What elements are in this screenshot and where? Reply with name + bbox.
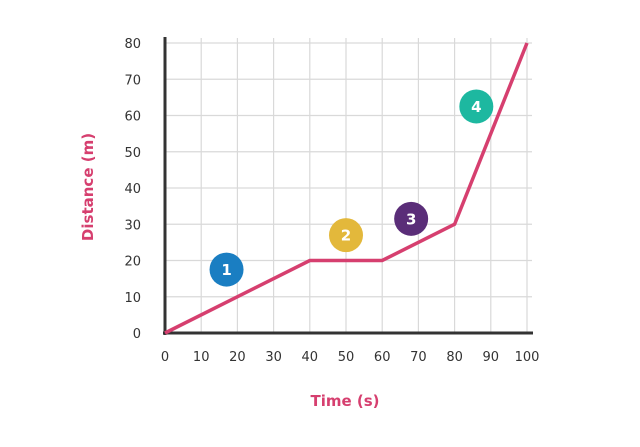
y-tick-label: 0: [133, 327, 141, 342]
marker-circle: [209, 252, 244, 287]
marker-1: 1: [209, 252, 244, 287]
axes: [163, 37, 533, 335]
x-tick-label: 90: [483, 350, 500, 365]
series-group: [164, 42, 529, 335]
marker-label: 1: [221, 261, 231, 279]
x-tick-label: 30: [265, 350, 282, 365]
y-tick-label: 80: [124, 37, 141, 52]
x-tick-label: 100: [515, 350, 540, 365]
y-tick-label: 10: [124, 291, 141, 306]
y-tick-label: 50: [124, 146, 141, 161]
x-tick-label: 80: [446, 350, 463, 365]
annotation-markers: 1 2 3 4: [209, 89, 494, 287]
marker-4: 4: [459, 89, 494, 124]
x-tick-label: 0: [161, 350, 169, 365]
x-tick-label: 70: [410, 350, 427, 365]
x-tick-label: 20: [229, 350, 246, 365]
x-tick-labels: 0 10 20 30 40 50 60 70 80 90 100: [161, 350, 540, 365]
x-axis-title: Time (s): [310, 392, 379, 410]
marker-circle: [329, 218, 363, 253]
x-tick-label: 50: [338, 350, 355, 365]
marker-circle: [394, 201, 429, 236]
marker-3: 3: [394, 201, 429, 236]
y-tick-label: 70: [124, 73, 141, 88]
x-tick-label: 60: [374, 350, 391, 365]
marker-label: 2: [341, 227, 351, 245]
grid-lines: [164, 38, 532, 334]
y-axis-title: Distance (m): [79, 133, 97, 241]
series-line: [164, 42, 529, 335]
marker-label: 4: [471, 98, 481, 116]
marker-label: 3: [406, 210, 416, 228]
y-tick-labels: 0 10 20 30 40 50 60 70 80: [124, 37, 141, 342]
y-tick-label: 20: [124, 255, 141, 270]
y-tick-label: 60: [124, 110, 141, 125]
y-tick-label: 30: [124, 218, 141, 233]
marker-circle: [459, 89, 494, 124]
x-tick-label: 40: [302, 350, 319, 365]
x-tick-label: 10: [193, 350, 210, 365]
marker-2: 2: [329, 218, 363, 253]
y-tick-label: 40: [124, 182, 141, 197]
